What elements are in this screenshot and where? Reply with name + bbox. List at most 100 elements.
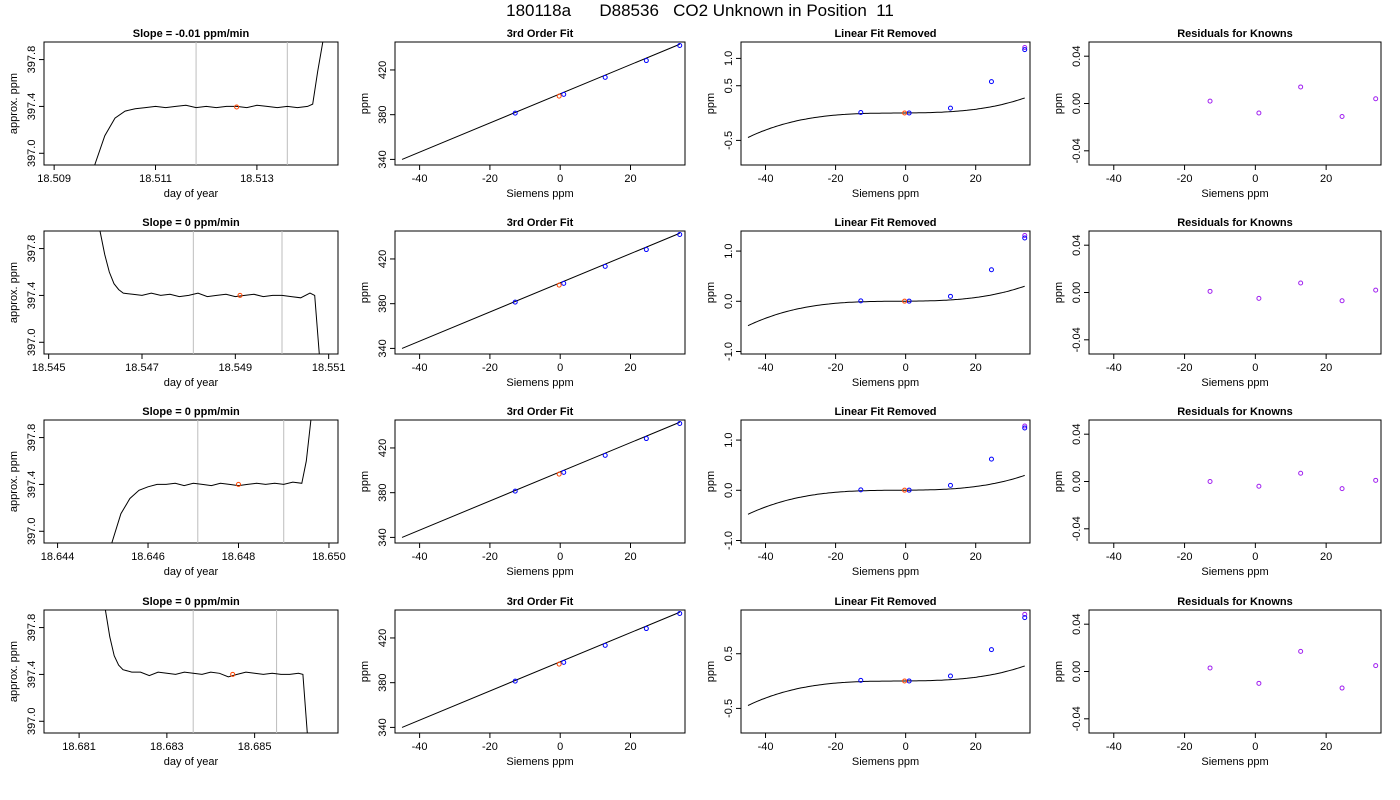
x-tick-label: -40: [1106, 173, 1122, 185]
x-tick-label: 18.551: [312, 362, 346, 374]
residual-point: [1298, 470, 1304, 476]
panel-1-1: 3rd Order Fit -40 -20 0 20 340 380 420 Siemens p…: [359, 217, 686, 389]
fit-line: [401, 421, 680, 538]
x-tick-label: -40: [758, 551, 774, 563]
average-point: [234, 104, 240, 110]
x-axis-label: Siemens ppm: [852, 756, 919, 768]
plot-frame: [740, 419, 1031, 544]
y-axis-label: ppm: [705, 471, 717, 492]
plot-area: [747, 423, 1028, 515]
x-tick-label: 20: [970, 173, 982, 185]
y-tick-label: 397.4: [26, 93, 38, 121]
panel-title: Residuals for Knowns: [1177, 596, 1293, 608]
x-tick-label: -40: [758, 362, 774, 374]
panel-2-3: Residuals for Knowns -40 -20 0 20 -0.04 0.00 0.…: [1053, 406, 1382, 578]
x-tick-label: 18.683: [150, 741, 184, 753]
y-tick-label: -0.04: [1071, 706, 1083, 731]
y-tick-label: -1.0: [723, 342, 735, 361]
x-tick-label: -20: [482, 741, 498, 753]
known-standard-point: [602, 452, 608, 458]
y-tick-label: 397.8: [26, 235, 38, 263]
x-tick-label: 0: [557, 741, 563, 753]
plot-area: [1207, 470, 1379, 492]
panel-0-0: Slope = -0.01 ppm/min 18.509 18.511 18.513 3…: [8, 28, 339, 200]
known-standard-point: [858, 487, 864, 493]
panel-title: Residuals for Knowns: [1177, 28, 1293, 40]
known-standard-point: [947, 105, 953, 111]
x-tick-label: 0: [903, 741, 909, 753]
panel-1-2: Linear Fit Removed -40 -20 0 20 -1.0 0.0 1.0 Sie…: [705, 217, 1031, 389]
panel-title: 3rd Order Fit: [507, 28, 574, 40]
x-tick-label: -40: [412, 362, 428, 374]
y-tick-label: 0.00: [1071, 471, 1083, 492]
known-standard-point: [561, 280, 567, 286]
x-axis-label: Siemens ppm: [1201, 188, 1268, 200]
plot-frame: [394, 41, 686, 166]
x-tick-label: 0: [557, 551, 563, 563]
x-tick-label: 20: [1320, 362, 1332, 374]
x-tick-label: -40: [758, 741, 774, 753]
y-tick-label: 380: [377, 674, 389, 692]
known-standard-point: [988, 79, 994, 85]
x-axis-label: day of year: [164, 756, 219, 768]
x-tick-label: 0: [1252, 362, 1258, 374]
residual-point: [1207, 288, 1213, 294]
y-axis-label: ppm: [705, 282, 717, 303]
x-tick-label: -20: [482, 362, 498, 374]
x-tick-label: -20: [482, 551, 498, 563]
known-standard-point: [906, 678, 912, 684]
y-axis-label: ppm: [1053, 93, 1065, 114]
x-tick-label: -20: [1177, 362, 1193, 374]
known-standard-point: [677, 420, 683, 426]
x-tick-label: 18.650: [312, 551, 346, 563]
x-tick-label: -40: [412, 173, 428, 185]
y-axis-label: ppm: [705, 661, 717, 682]
panel-title: Slope = 0 ppm/min: [142, 217, 240, 229]
x-tick-label: -20: [828, 741, 844, 753]
known-standard-point: [561, 469, 567, 475]
panel-2-2: Linear Fit Removed -40 -20 0 20 -1.0 0.0 1.0 Sie…: [705, 406, 1031, 578]
known-standard-point: [906, 298, 912, 304]
y-axis-label: approx. ppm: [8, 641, 20, 702]
y-tick-label: 380: [377, 295, 389, 313]
x-tick-label: 20: [1320, 173, 1332, 185]
x-tick-label: 0: [903, 173, 909, 185]
cubic-curve: [747, 97, 1025, 138]
residual-point: [1373, 663, 1379, 669]
panel-3-1: 3rd Order Fit -40 -20 0 20 340 380 420 Siemens p…: [359, 596, 686, 768]
residual-point: [1298, 648, 1304, 654]
plot-area: [1207, 84, 1379, 120]
panel-title: 3rd Order Fit: [507, 596, 574, 608]
y-axis-label: approx. ppm: [8, 451, 20, 512]
y-tick-label: -0.5: [723, 131, 735, 150]
residual-point: [1373, 287, 1379, 293]
y-axis-label: ppm: [359, 282, 371, 303]
y-tick-label: 0.04: [1071, 45, 1083, 66]
plot-frame: [394, 419, 686, 544]
residual-point: [1373, 477, 1379, 483]
x-tick-label: 18.646: [131, 551, 165, 563]
y-tick-label: 0.0: [723, 294, 735, 309]
x-tick-label: 18.509: [37, 173, 71, 185]
y-axis-label: ppm: [1053, 661, 1065, 682]
known-standard-point: [561, 659, 567, 665]
x-tick-label: 18.545: [32, 362, 66, 374]
panel-3-3: Residuals for Knowns -40 -20 0 20 -0.04 0.00 0.…: [1053, 596, 1382, 768]
known-standard-point: [643, 247, 649, 253]
plot-area: [1207, 648, 1379, 691]
known-standard-point: [1022, 615, 1028, 621]
x-axis-label: day of year: [164, 188, 219, 200]
known-standard-point: [643, 58, 649, 64]
x-tick-label: 20: [1320, 741, 1332, 753]
plot-frame: [1088, 419, 1382, 544]
residual-point: [1207, 479, 1213, 484]
x-tick-label: 0: [1252, 741, 1258, 753]
residual-point: [1256, 110, 1262, 116]
panel-1-3: Residuals for Knowns -40 -20 0 20 -0.04 0.00 0.…: [1053, 217, 1382, 389]
plot-frame: [1088, 609, 1382, 734]
fit-line: [401, 232, 680, 349]
panel-title: Linear Fit Removed: [834, 28, 936, 40]
x-axis-label: Siemens ppm: [852, 188, 919, 200]
y-axis-label: ppm: [359, 471, 371, 492]
